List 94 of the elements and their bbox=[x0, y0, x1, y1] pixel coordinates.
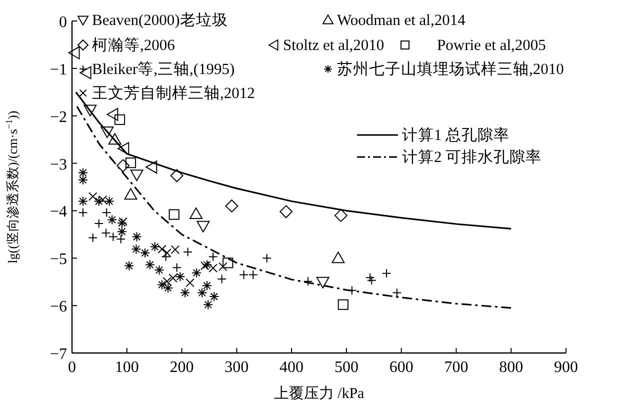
point bbox=[365, 272, 375, 282]
point bbox=[382, 268, 392, 278]
point bbox=[183, 247, 193, 257]
point bbox=[132, 232, 142, 242]
x-tick-label: 700 bbox=[444, 359, 468, 376]
point bbox=[146, 160, 158, 174]
x-tick-label: 500 bbox=[334, 359, 358, 376]
x-tick-label: 300 bbox=[224, 359, 249, 376]
legend-label: Bleiker等,三轴,(1995) bbox=[92, 60, 235, 78]
point bbox=[124, 260, 134, 271]
point bbox=[78, 174, 88, 185]
legend-label: Stoltz et al,2010 bbox=[283, 37, 384, 54]
x-tick-label: 900 bbox=[554, 359, 578, 376]
point bbox=[68, 46, 80, 60]
point bbox=[332, 252, 345, 264]
point bbox=[202, 280, 212, 291]
point bbox=[262, 253, 272, 263]
point bbox=[158, 244, 166, 254]
point bbox=[114, 114, 126, 125]
point bbox=[104, 196, 114, 206]
point bbox=[144, 260, 155, 270]
y-tick-label: −3 bbox=[50, 156, 67, 174]
y-tick-label: 0 bbox=[59, 14, 67, 31]
point bbox=[88, 192, 98, 201]
point bbox=[78, 168, 88, 178]
point bbox=[316, 276, 330, 288]
y-tick-label: −6 bbox=[50, 298, 67, 316]
y-tick-label: −1 bbox=[50, 61, 67, 78]
point bbox=[170, 169, 184, 182]
point bbox=[108, 133, 122, 145]
point bbox=[162, 248, 172, 258]
point bbox=[338, 299, 348, 310]
legend-label: 计算1 总孔隙率 bbox=[402, 126, 510, 144]
legend-label: Woodman et al,2014 bbox=[337, 12, 466, 29]
point bbox=[239, 270, 248, 280]
x-tick-label: 800 bbox=[499, 359, 524, 376]
x-tick-label: 400 bbox=[280, 359, 304, 376]
point bbox=[222, 258, 234, 268]
point bbox=[140, 248, 150, 258]
point bbox=[116, 159, 130, 172]
x-tick-label: 200 bbox=[170, 359, 194, 376]
point bbox=[107, 214, 118, 225]
point bbox=[392, 288, 402, 298]
point bbox=[196, 220, 210, 232]
point bbox=[192, 268, 202, 278]
y-tick-label: −5 bbox=[50, 251, 67, 268]
point bbox=[225, 199, 238, 212]
legend-label: Beaven(2000)老垃圾 bbox=[92, 11, 228, 29]
point bbox=[130, 170, 144, 182]
legend-label: 王文芳自制样三轴,2012 bbox=[92, 84, 255, 102]
point bbox=[334, 208, 348, 222]
point bbox=[170, 245, 180, 254]
point bbox=[248, 270, 258, 280]
point bbox=[180, 288, 190, 298]
point bbox=[88, 233, 98, 242]
point bbox=[102, 208, 112, 218]
point bbox=[366, 276, 376, 286]
point bbox=[131, 244, 142, 254]
point bbox=[154, 265, 164, 275]
x-axis-title: 上覆压力 /kPa bbox=[274, 385, 365, 402]
point bbox=[94, 196, 104, 206]
point bbox=[186, 278, 194, 288]
point bbox=[78, 196, 88, 206]
point bbox=[118, 142, 130, 156]
point bbox=[125, 158, 136, 168]
legend-label: 苏州七子山填埋场试样三轴,2010 bbox=[337, 60, 564, 78]
y-tick-label: −4 bbox=[50, 204, 67, 221]
legend-label: 柯瀚等,2006 bbox=[92, 36, 176, 54]
y-tick-label: −2 bbox=[50, 108, 67, 126]
point bbox=[106, 108, 118, 121]
point bbox=[217, 274, 227, 284]
legend-label: 计算2 可排水孔隙率 bbox=[402, 148, 542, 166]
point bbox=[94, 218, 104, 228]
point bbox=[161, 252, 171, 262]
point bbox=[124, 188, 138, 200]
point bbox=[197, 288, 208, 298]
point bbox=[84, 104, 97, 116]
point bbox=[209, 292, 220, 302]
point bbox=[150, 242, 160, 252]
point bbox=[303, 276, 313, 286]
point bbox=[280, 205, 293, 218]
x-tick-label: 600 bbox=[389, 359, 414, 376]
point bbox=[190, 208, 203, 220]
point bbox=[116, 234, 126, 244]
y-tick-label: −7 bbox=[50, 346, 67, 363]
point bbox=[98, 195, 108, 204]
point bbox=[100, 126, 114, 138]
point bbox=[168, 209, 180, 220]
x-tick-label: 100 bbox=[114, 359, 139, 376]
legend-label: Powrie et al,2005 bbox=[437, 37, 546, 54]
point bbox=[162, 276, 172, 286]
point bbox=[208, 252, 218, 262]
point bbox=[203, 300, 214, 310]
point bbox=[116, 226, 127, 237]
